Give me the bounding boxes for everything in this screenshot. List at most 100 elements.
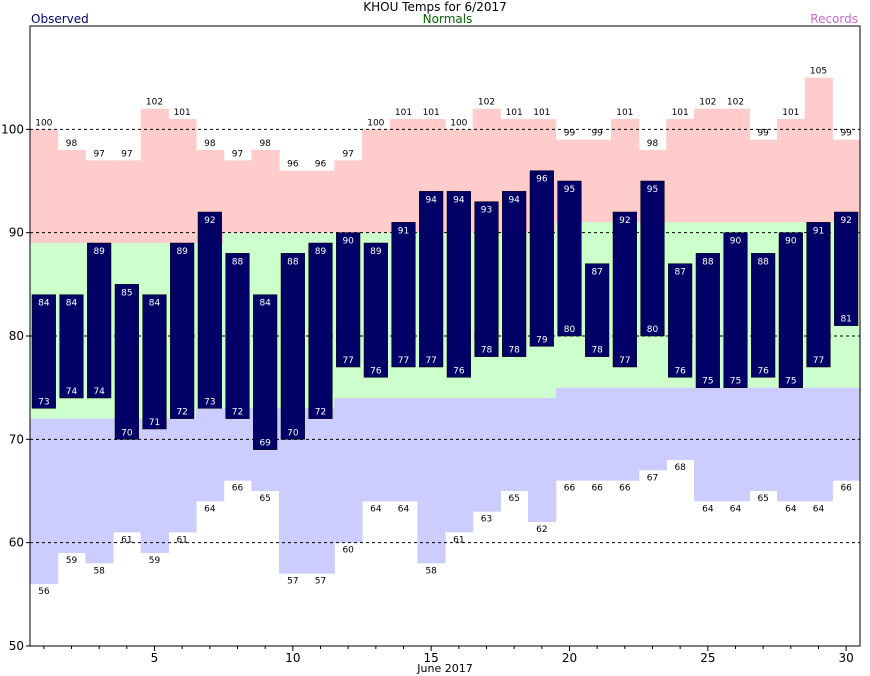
legend-observed: Observed [31,12,89,26]
observed-low-label: 70 [121,428,133,438]
record-high-label: 98 [647,139,659,149]
observed-low-label: 76 [453,366,465,376]
legend-normals: Normals [422,12,473,26]
record-low-label: 65 [259,494,270,504]
record-low-band [306,408,335,574]
record-low-label: 63 [481,515,492,525]
record-low-band [832,387,861,481]
observed-low-label: 76 [757,366,769,376]
record-low-band [694,387,723,502]
x-tick-label: 5 [151,651,159,665]
record-high-band [389,119,418,233]
observed-high-label: 84 [66,299,78,309]
record-high-band [694,108,723,223]
observed-bar [170,242,195,419]
record-high-label: 100 [367,118,384,128]
record-low-band [528,398,557,522]
y-tick-label: 90 [9,226,24,240]
observed-high-label: 92 [619,216,630,226]
record-low-label: 64 [730,504,742,514]
record-low-band [362,398,391,502]
observed-low-label: 72 [176,408,187,418]
record-high-label: 101 [395,108,412,118]
x-tick-label: 10 [285,651,300,665]
record-high-band [334,160,363,233]
record-low-band [472,398,501,512]
observed-bar [142,294,167,430]
record-high-band [721,108,750,223]
observed-low-label: 73 [204,397,215,407]
record-low-label: 57 [287,577,298,587]
observed-bar [529,170,554,347]
observed-low-label: 75 [785,377,796,387]
observed-high-label: 95 [564,185,575,195]
record-low-label: 66 [232,484,244,494]
observed-bar [419,191,444,368]
observed-low-label: 75 [702,377,713,387]
observed-bar [59,294,84,399]
record-low-label: 66 [564,484,576,494]
observed-high-label: 88 [287,257,299,267]
observed-bar [585,263,610,357]
observed-high-label: 90 [785,237,797,247]
observed-high-label: 94 [453,195,465,205]
record-high-label: 98 [204,139,216,149]
observed-low-label: 75 [730,377,741,387]
record-low-band [666,387,695,460]
x-axis-label: June 2017 [416,662,472,675]
observed-low-label: 72 [315,408,326,418]
record-high-label: 99 [564,129,576,139]
x-tick-label: 20 [562,651,577,665]
observed-high-label: 94 [508,195,520,205]
observed-bar [778,232,803,388]
observed-bar [391,222,416,368]
observed-bar [612,211,637,368]
record-low-label: 58 [93,566,105,576]
record-high-label: 96 [287,160,299,170]
record-low-label: 64 [813,504,825,514]
record-high-label: 99 [757,129,769,139]
observed-high-label: 91 [813,226,824,236]
observed-bar [87,242,112,399]
x-tick-label: 30 [839,651,854,665]
observed-low-label: 77 [425,356,436,366]
observed-high-label: 89 [176,247,188,257]
record-high-label: 101 [174,108,191,118]
observed-low-label: 70 [287,428,299,438]
observed-high-label: 87 [674,268,685,278]
record-high-band [223,160,252,233]
record-high-label: 101 [423,108,440,118]
y-tick-label: 50 [9,639,24,653]
record-low-label: 65 [508,494,519,504]
observed-bar [695,253,720,388]
record-low-band [334,398,363,543]
observed-low-label: 80 [647,325,659,335]
observed-bar [446,191,471,378]
record-low-band [555,387,584,481]
record-low-label: 66 [840,484,852,494]
observed-bar [834,211,859,326]
record-high-band [749,139,778,223]
observed-low-label: 78 [591,346,603,356]
observed-high-label: 96 [536,175,548,185]
record-high-band [113,160,142,243]
record-high-label: 101 [672,108,689,118]
observed-low-label: 81 [840,315,851,325]
record-low-band [140,418,169,553]
record-high-band [611,119,640,223]
observed-low-label: 69 [259,439,271,449]
y-tick-label: 60 [9,536,24,550]
observed-low-label: 77 [813,356,824,366]
record-low-label: 67 [647,473,658,483]
chart-title: KHOU Temps for 6/2017 [363,0,507,14]
record-low-label: 60 [342,546,354,556]
record-low-label: 64 [398,504,410,514]
record-high-label: 97 [342,149,353,159]
observed-low-label: 71 [149,418,160,428]
observed-low-label: 76 [674,366,686,376]
observed-high-label: 88 [757,257,769,267]
record-low-band [168,418,197,533]
observed-high-label: 88 [702,257,714,267]
record-low-label: 66 [591,484,603,494]
